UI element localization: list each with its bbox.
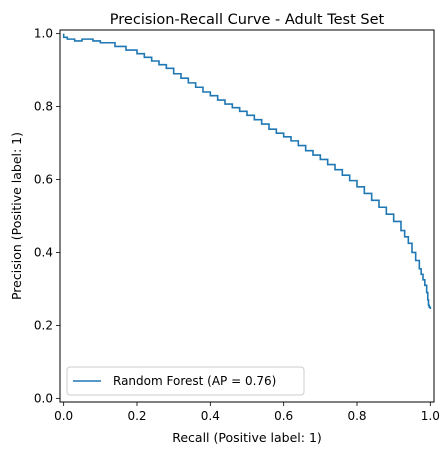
x-tick-label: 0.8 bbox=[347, 409, 366, 423]
y-axis-ticks: 0.0 0.2 0.4 0.6 0.8 1.0 bbox=[34, 27, 60, 406]
x-tick-label: 0.2 bbox=[127, 409, 146, 423]
y-tick-label: 0.6 bbox=[34, 173, 53, 187]
series-line-random-forest bbox=[64, 34, 431, 309]
axes-frame bbox=[60, 30, 434, 402]
y-axis-label: Precision (Positive label: 1) bbox=[9, 132, 24, 300]
x-tick-label: 0.0 bbox=[54, 409, 73, 423]
y-tick-label: 0.0 bbox=[34, 391, 53, 405]
y-tick-label: 0.4 bbox=[34, 245, 53, 259]
x-tick-label: 0.6 bbox=[274, 409, 293, 423]
legend-label-random-forest: Random Forest (AP = 0.76) bbox=[113, 374, 276, 388]
y-tick-label: 0.8 bbox=[34, 100, 53, 114]
legend: Random Forest (AP = 0.76) bbox=[67, 367, 304, 395]
y-tick-label: 1.0 bbox=[34, 27, 53, 41]
y-tick-label: 0.2 bbox=[34, 318, 53, 332]
x-axis-ticks: 0.0 0.2 0.4 0.6 0.8 1.0 bbox=[54, 402, 440, 423]
x-tick-label: 1.0 bbox=[421, 409, 440, 423]
x-axis-label: Recall (Positive label: 1) bbox=[172, 430, 322, 445]
chart-title: Precision-Recall Curve - Adult Test Set bbox=[110, 12, 385, 28]
x-tick-label: 0.4 bbox=[201, 409, 220, 423]
plot-area: 0.0 0.2 0.4 0.6 0.8 1.0 0.0 0.2 0.4 0.6 0.8 1.0 bbox=[34, 27, 440, 423]
